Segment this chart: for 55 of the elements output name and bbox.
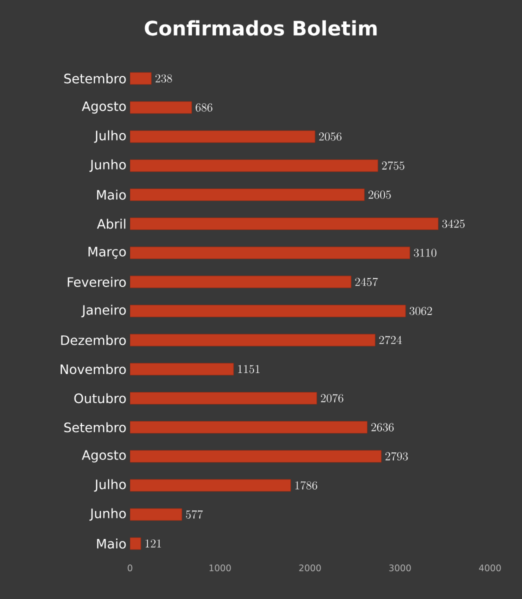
y-tick-label: Abril [96, 218, 126, 229]
bar [130, 479, 291, 492]
y-tick-label: Novembro [60, 364, 126, 374]
data-label: 121 [146, 539, 162, 548]
bar [130, 246, 410, 260]
y-tick-label: Agosto [82, 450, 126, 462]
bar [130, 130, 316, 143]
x-tick-label: 4000 [479, 564, 501, 572]
data-label: 238 [156, 74, 172, 83]
data-label: 2755 [382, 161, 404, 170]
bar [130, 304, 406, 318]
data-label: 1151 [238, 365, 260, 374]
y-tick-label: Setembro [64, 422, 126, 432]
data-label: 2056 [319, 132, 342, 141]
y-tick-label: Março [88, 246, 126, 259]
data-label: 2457 [355, 278, 378, 286]
x-tick-label: 3000 [389, 564, 411, 572]
chart-title: Confirmados Boletim [144, 20, 377, 36]
data-label: 2793 [385, 452, 408, 460]
bar [130, 218, 438, 230]
bar [130, 392, 318, 404]
y-tick-label: Agosto [82, 101, 126, 114]
x-tick-label: 0 [128, 564, 132, 572]
y-tick-label: Junho [89, 159, 126, 172]
y-tick-label: Fevereiro [68, 276, 126, 287]
x-tick-label: 2000 [299, 564, 321, 572]
y-tick-label: Dezembro [61, 335, 126, 346]
y-tick-label: Janeiro [81, 304, 126, 318]
bar [130, 450, 382, 463]
data-label: 2636 [371, 423, 394, 432]
y-tick-label: Setembro [64, 73, 126, 84]
bar [130, 159, 378, 172]
x-tick-label: 1000 [210, 564, 231, 572]
bar [130, 508, 182, 521]
data-label: 2724 [379, 336, 402, 344]
bar [130, 362, 234, 376]
bar [130, 101, 192, 114]
data-label: 686 [196, 103, 212, 112]
y-tick-label: Outubro [74, 393, 126, 404]
y-tick-label: Julho [94, 479, 126, 492]
data-label: 3425 [442, 220, 465, 228]
bar [130, 276, 352, 288]
y-tick-label: Maio [97, 190, 126, 200]
data-label: 2605 [368, 190, 391, 199]
bar [130, 334, 376, 346]
data-label: 577 [186, 510, 203, 519]
data-label: 3062 [410, 306, 432, 316]
y-tick-label: Julho [94, 130, 126, 143]
bar [130, 188, 365, 201]
y-tick-label: Maio [97, 538, 126, 549]
data-label: 1786 [295, 481, 318, 490]
data-label: 3110 [414, 248, 436, 257]
data-label: 2076 [320, 394, 344, 402]
bar [130, 421, 368, 434]
y-tick-label: Junho [89, 508, 126, 521]
